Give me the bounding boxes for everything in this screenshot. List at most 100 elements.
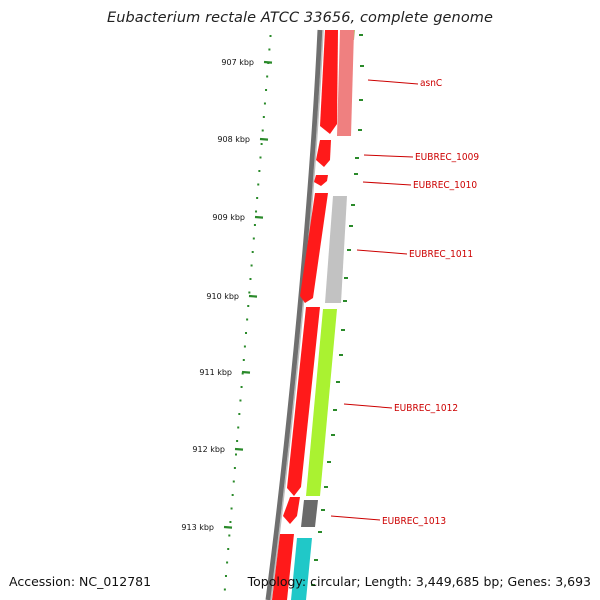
gc-dot xyxy=(224,575,227,577)
accession-text: Accession: NC_012781 xyxy=(9,574,152,589)
gc-dot xyxy=(262,116,265,118)
gc-dot xyxy=(234,453,237,456)
topology-text: Topology: circular; Length: 3,449,685 bp… xyxy=(247,574,591,589)
gene-leader-line xyxy=(367,79,419,85)
outer-tick xyxy=(359,34,363,36)
gc-dot xyxy=(223,588,226,591)
gene-feature[interactable] xyxy=(337,30,354,136)
gc-dot xyxy=(258,170,261,172)
outer-tick xyxy=(359,99,363,101)
outer-tick xyxy=(347,249,351,251)
gc-dot xyxy=(230,507,233,510)
gc-dot xyxy=(243,345,246,348)
gene-leader-line xyxy=(363,154,414,158)
gene-label[interactable]: EUBREC_1013 xyxy=(382,516,446,527)
outer-tick xyxy=(351,204,355,206)
gene-label[interactable]: asnC xyxy=(420,78,442,89)
scale-tick-label: 912 kbp xyxy=(192,445,225,454)
gc-dot xyxy=(269,35,272,37)
outer-tick xyxy=(360,65,364,67)
gene-leader-line xyxy=(343,403,393,409)
scale-tick-label: 908 kbp xyxy=(217,135,250,144)
outer-tick xyxy=(333,409,337,411)
outer-tick xyxy=(327,461,331,463)
scale-tick xyxy=(263,60,273,64)
gc-dot xyxy=(253,224,256,226)
scale-tick xyxy=(259,137,269,141)
outer-tick xyxy=(344,277,348,279)
scale-tick-label: 910 kbp xyxy=(206,292,239,301)
gene-feature[interactable] xyxy=(314,175,328,186)
gene-feature[interactable] xyxy=(272,534,294,600)
map-title: Eubacterium rectale ATCC 33656, complete… xyxy=(106,10,494,26)
gene-feature[interactable] xyxy=(301,500,318,527)
gc-dot xyxy=(238,413,241,415)
outer-tick xyxy=(341,329,345,331)
gc-dot xyxy=(265,89,268,91)
outer-tick xyxy=(314,559,318,561)
outer-tick xyxy=(358,129,362,131)
gene-labels: asnC EUBREC_1009 EUBREC_1010 EUBREC_1011 EUB… xyxy=(330,78,479,527)
gene-label[interactable]: EUBREC_1010 xyxy=(413,180,477,191)
scale-tick xyxy=(248,294,258,298)
gc-dot xyxy=(229,521,232,523)
gc-dot xyxy=(228,534,231,537)
gc-dot xyxy=(237,426,240,429)
outer-tick xyxy=(336,381,340,383)
gc-dot xyxy=(261,129,264,132)
gene-feature[interactable] xyxy=(283,497,300,524)
gene-feature[interactable] xyxy=(300,193,328,303)
gc-dot xyxy=(236,440,239,442)
gene-leader-line xyxy=(362,181,412,186)
gc-dot xyxy=(266,75,269,78)
scale-tick-label: 911 kbp xyxy=(199,368,232,377)
gene-leader-line xyxy=(356,249,408,255)
gc-dot xyxy=(240,386,243,388)
gc-dot xyxy=(233,467,236,469)
gc-dot xyxy=(257,183,260,186)
gene-label[interactable]: EUBREC_1009 xyxy=(415,152,479,163)
gene-feature[interactable] xyxy=(320,30,338,134)
gene-feature[interactable] xyxy=(287,307,320,496)
gc-skew-dots xyxy=(223,34,364,591)
outer-tick xyxy=(354,173,358,175)
gc-dot xyxy=(260,143,263,145)
scale-tick xyxy=(241,370,251,374)
gc-dot xyxy=(232,480,235,483)
outer-tick xyxy=(339,354,343,356)
gene-leader-line xyxy=(330,515,381,521)
gc-dot xyxy=(227,548,230,550)
outer-tick xyxy=(324,486,328,488)
forward-strand xyxy=(272,30,338,600)
gene-feature[interactable] xyxy=(325,196,347,303)
gc-dot xyxy=(256,197,259,199)
gc-dot xyxy=(231,494,234,496)
gc-dot xyxy=(226,561,229,564)
outer-tick xyxy=(331,434,335,436)
gc-dot xyxy=(246,318,249,321)
backbone-arc-highlight xyxy=(270,29,324,600)
reverse-strand xyxy=(291,30,355,600)
outer-tick xyxy=(349,225,353,227)
gc-dot xyxy=(245,332,248,334)
scale-tick-label: 909 kbp xyxy=(212,213,245,222)
gc-dot xyxy=(248,291,251,294)
outer-tick xyxy=(343,300,347,302)
scale-tick-label: 907 kbp xyxy=(221,58,254,67)
scale-tick xyxy=(234,447,244,451)
gc-dot xyxy=(250,264,253,267)
gene-feature[interactable] xyxy=(306,309,337,496)
gene-label[interactable]: EUBREC_1011 xyxy=(409,249,473,260)
outer-tick xyxy=(321,509,325,511)
gc-dot xyxy=(268,48,271,51)
gene-label[interactable]: EUBREC_1012 xyxy=(394,403,458,414)
gc-dot xyxy=(259,156,262,159)
outer-tick xyxy=(318,531,322,533)
scale-tick-label: 913 kbp xyxy=(181,523,214,532)
scale-tick xyxy=(254,215,264,219)
gene-feature[interactable] xyxy=(316,140,331,167)
gc-dot xyxy=(249,278,252,280)
gene-feature[interactable] xyxy=(291,538,312,600)
gc-dot xyxy=(241,372,244,375)
